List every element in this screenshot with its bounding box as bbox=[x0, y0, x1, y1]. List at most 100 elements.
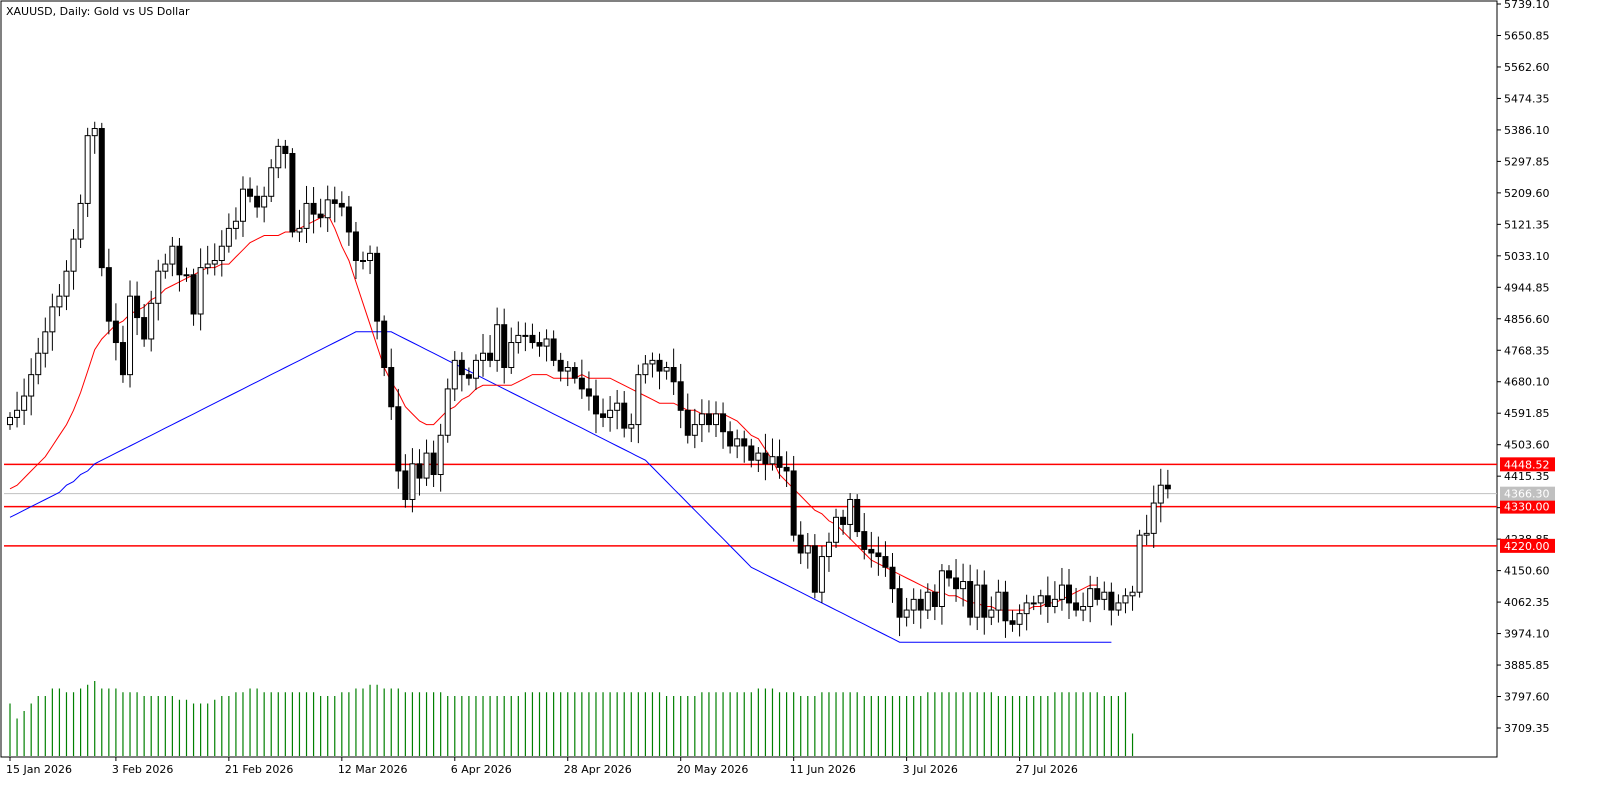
bear-candle[interactable] bbox=[931, 591, 938, 607]
bull-candle[interactable] bbox=[303, 202, 310, 229]
bear-candle[interactable] bbox=[741, 438, 748, 447]
bear-candle[interactable] bbox=[571, 367, 578, 379]
bull-candle[interactable] bbox=[833, 516, 840, 543]
bull-candle[interactable] bbox=[77, 202, 84, 240]
bear-candle[interactable] bbox=[600, 413, 607, 418]
bear-candle[interactable] bbox=[585, 388, 592, 397]
bear-candle[interactable] bbox=[176, 245, 183, 276]
bull-candle[interactable] bbox=[1023, 602, 1030, 615]
bull-candle[interactable] bbox=[261, 195, 268, 208]
bear-candle[interactable] bbox=[105, 267, 112, 322]
bear-candle[interactable] bbox=[868, 548, 875, 554]
bull-candle[interactable] bbox=[1087, 588, 1094, 607]
bull-candle[interactable] bbox=[296, 227, 303, 233]
bear-candle[interactable] bbox=[882, 556, 889, 568]
bull-candle[interactable] bbox=[367, 252, 374, 261]
bull-candle[interactable] bbox=[1115, 602, 1122, 611]
bear-candle[interactable] bbox=[247, 188, 254, 197]
bear-candle[interactable] bbox=[1044, 595, 1051, 607]
bull-candle[interactable] bbox=[423, 452, 430, 479]
bull-candle[interactable] bbox=[1129, 591, 1136, 597]
bear-candle[interactable] bbox=[727, 431, 734, 447]
bull-candle[interactable] bbox=[444, 388, 451, 436]
bear-candle[interactable] bbox=[352, 231, 359, 261]
bear-candle[interactable] bbox=[840, 516, 847, 525]
bear-candle[interactable] bbox=[945, 570, 952, 579]
bear-candle[interactable] bbox=[557, 359, 564, 372]
bear-candle[interactable] bbox=[119, 342, 126, 376]
bull-candle[interactable] bbox=[614, 402, 621, 411]
bull-candle[interactable] bbox=[1143, 532, 1150, 536]
bear-candle[interactable] bbox=[317, 213, 324, 219]
bull-candle[interactable] bbox=[211, 259, 218, 265]
bull-candle[interactable] bbox=[995, 591, 1002, 611]
bull-candle[interactable] bbox=[127, 295, 134, 376]
bull-candle[interactable] bbox=[1150, 502, 1157, 534]
bull-candle[interactable] bbox=[91, 128, 98, 137]
bull-candle[interactable] bbox=[1030, 602, 1037, 605]
bear-candle[interactable] bbox=[790, 470, 797, 536]
bull-candle[interactable] bbox=[924, 591, 931, 611]
bull-candle[interactable] bbox=[691, 424, 698, 436]
bull-candle[interactable] bbox=[755, 452, 762, 461]
bear-candle[interactable] bbox=[134, 295, 141, 319]
bear-candle[interactable] bbox=[677, 381, 684, 411]
bear-candle[interactable] bbox=[112, 320, 119, 344]
bear-candle[interactable] bbox=[501, 324, 508, 369]
bull-candle[interactable] bbox=[522, 334, 529, 337]
bull-candle[interactable] bbox=[649, 359, 656, 365]
bull-candle[interactable] bbox=[268, 167, 275, 197]
bull-candle[interactable] bbox=[70, 238, 77, 272]
bull-candle[interactable] bbox=[1101, 591, 1108, 600]
bull-candle[interactable] bbox=[204, 263, 211, 269]
bear-candle[interactable] bbox=[430, 452, 437, 476]
bear-candle[interactable] bbox=[967, 581, 974, 618]
bear-candle[interactable] bbox=[487, 352, 494, 361]
bull-candle[interactable] bbox=[804, 545, 811, 554]
bull-candle[interactable] bbox=[472, 359, 479, 379]
bear-candle[interactable] bbox=[889, 566, 896, 590]
bull-candle[interactable] bbox=[564, 367, 571, 372]
bull-candle[interactable] bbox=[508, 342, 515, 369]
bear-candle[interactable] bbox=[338, 202, 345, 208]
bear-candle[interactable] bbox=[1108, 591, 1115, 611]
bear-candle[interactable] bbox=[578, 377, 585, 390]
bull-candle[interactable] bbox=[437, 434, 444, 476]
bear-candle[interactable] bbox=[310, 202, 317, 215]
bear-candle[interactable] bbox=[811, 545, 818, 593]
bear-candle[interactable] bbox=[592, 395, 599, 415]
bull-candle[interactable] bbox=[1136, 534, 1143, 593]
bear-candle[interactable] bbox=[953, 577, 960, 590]
bull-candle[interactable] bbox=[543, 338, 550, 347]
bull-candle[interactable] bbox=[1157, 484, 1164, 504]
bull-candle[interactable] bbox=[183, 274, 190, 277]
bull-candle[interactable] bbox=[232, 220, 239, 229]
bull-candle[interactable] bbox=[63, 270, 70, 297]
bear-candle[interactable] bbox=[345, 206, 352, 233]
bull-candle[interactable] bbox=[1037, 595, 1044, 604]
bull-candle[interactable] bbox=[825, 541, 832, 558]
bear-candle[interactable] bbox=[797, 534, 804, 554]
candlesticks[interactable] bbox=[7, 121, 1171, 638]
bull-candle[interactable] bbox=[56, 295, 63, 308]
bull-candle[interactable] bbox=[607, 409, 614, 418]
bull-candle[interactable] bbox=[169, 245, 176, 265]
bull-candle[interactable] bbox=[713, 413, 719, 426]
bull-candle[interactable] bbox=[903, 609, 910, 618]
bull-candle[interactable] bbox=[225, 227, 232, 247]
bull-candle[interactable] bbox=[818, 556, 825, 593]
bear-candle[interactable] bbox=[282, 145, 289, 154]
bull-candle[interactable] bbox=[218, 245, 225, 261]
bull-candle[interactable] bbox=[35, 352, 42, 376]
bull-candle[interactable] bbox=[239, 188, 246, 222]
bull-candle[interactable] bbox=[84, 135, 91, 204]
bull-candle[interactable] bbox=[197, 267, 204, 315]
bear-candle[interactable] bbox=[550, 338, 557, 361]
bull-candle[interactable] bbox=[148, 302, 155, 340]
bull-candle[interactable] bbox=[635, 374, 642, 426]
bull-candle[interactable] bbox=[360, 259, 366, 262]
horizontal-levels[interactable] bbox=[4, 463, 1497, 547]
bear-candle[interactable] bbox=[762, 452, 769, 465]
